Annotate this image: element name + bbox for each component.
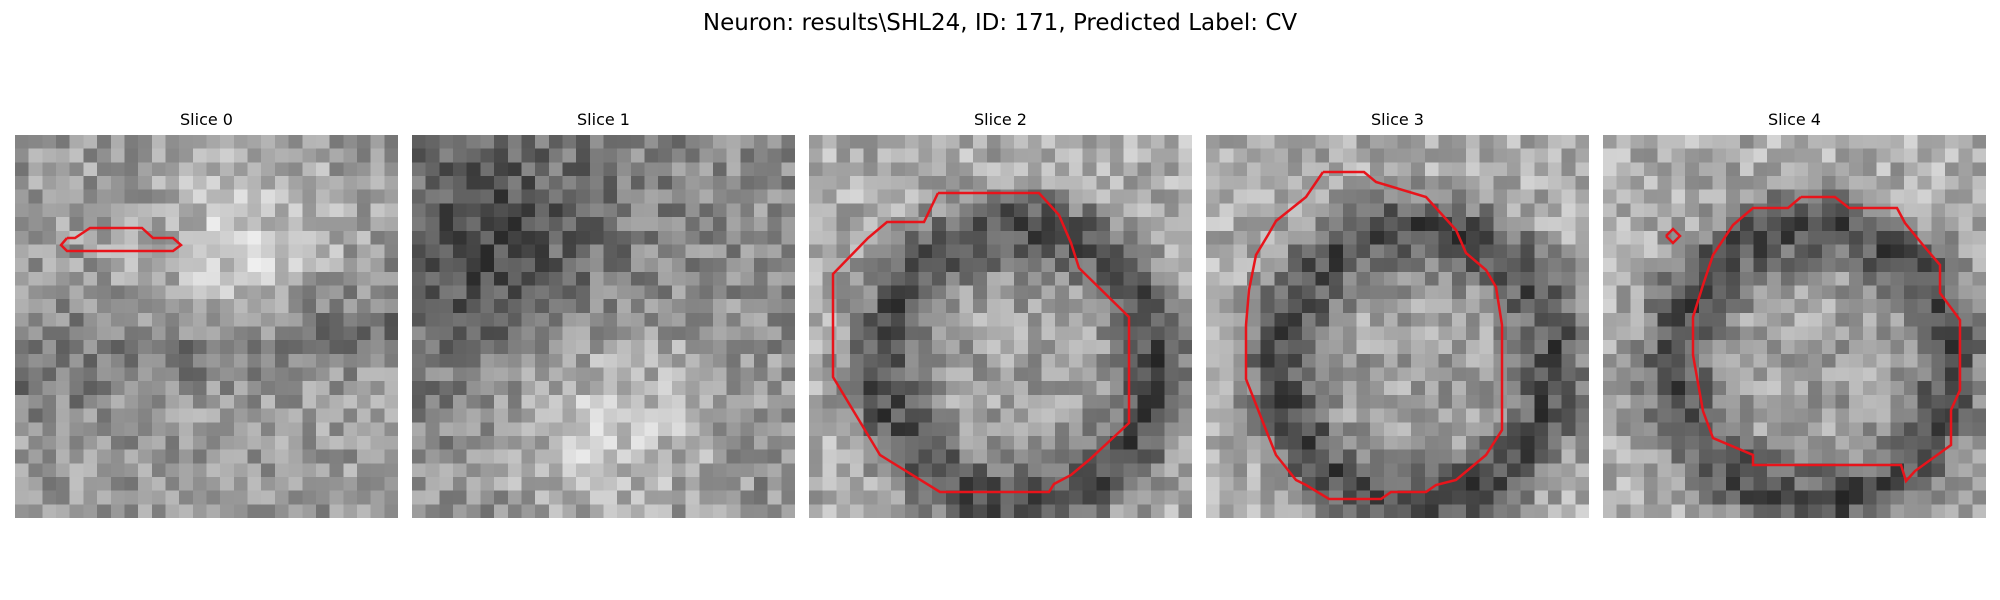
slice-panel-0: Slice 0 xyxy=(15,108,398,518)
slice-title-3: Slice 3 xyxy=(1206,108,1589,132)
slice-panel-3: Slice 3 xyxy=(1206,108,1589,518)
slice-image-1 xyxy=(412,135,795,518)
slice-image-3 xyxy=(1206,135,1589,518)
pixel-grid-1 xyxy=(412,135,795,518)
slice-image-0 xyxy=(15,135,398,518)
figure-title: Neuron: results\SHL24, ID: 171, Predicte… xyxy=(0,8,2000,38)
slice-panel-1: Slice 1 xyxy=(412,108,795,518)
slice-panel-2: Slice 2 xyxy=(809,108,1192,518)
pixel-grid-0 xyxy=(15,135,398,518)
pixel-grid-3 xyxy=(1206,135,1589,518)
slice-title-2: Slice 2 xyxy=(809,108,1192,132)
slice-title-4: Slice 4 xyxy=(1603,108,1986,132)
slice-panel-4: Slice 4 xyxy=(1603,108,1986,518)
slice-image-2 xyxy=(809,135,1192,518)
slice-title-0: Slice 0 xyxy=(15,108,398,132)
slice-title-1: Slice 1 xyxy=(412,108,795,132)
slice-image-4 xyxy=(1603,135,1986,518)
